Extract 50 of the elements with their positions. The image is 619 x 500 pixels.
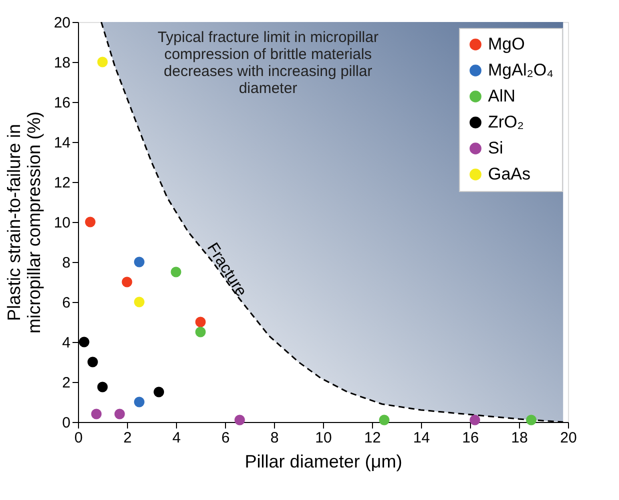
point bbox=[134, 296, 144, 308]
y-tick-label: 20 bbox=[54, 14, 70, 32]
point bbox=[122, 276, 132, 288]
legend-label: AlN bbox=[488, 86, 516, 106]
x-tick-label: 20 bbox=[560, 430, 577, 446]
point bbox=[170, 266, 182, 278]
y-tick-label: 8 bbox=[62, 254, 70, 272]
legend-label: Si bbox=[488, 138, 504, 158]
x-tick-label: 8 bbox=[270, 430, 279, 446]
point bbox=[91, 408, 102, 420]
x-tick-label: 10 bbox=[315, 430, 332, 446]
y-axis-title: Plastic strain-to-failure in micropillar compression (%) bbox=[4, 111, 44, 334]
x-axis-title: Pillar diameter (μm) bbox=[244, 452, 402, 472]
point bbox=[114, 408, 125, 420]
y-tick-label: 10 bbox=[54, 214, 70, 232]
x-tick-label: 12 bbox=[364, 430, 381, 446]
legend-label: GaAs bbox=[488, 164, 531, 184]
y-tick-label: 6 bbox=[62, 294, 70, 312]
annotation: Typical fracture limit in micropillar compression of brittle materials decreases with increasing pillar diameter bbox=[158, 29, 378, 97]
point bbox=[195, 326, 206, 338]
y-tick-label: 0 bbox=[62, 414, 70, 432]
legend-label: ZrO₂ bbox=[488, 112, 524, 132]
point bbox=[195, 316, 206, 328]
y-tick-label: 12 bbox=[54, 174, 70, 192]
legend-label: MgAl₂O₄ bbox=[488, 60, 554, 80]
legend-label: MgO bbox=[488, 34, 525, 54]
x-tick-label: 16 bbox=[462, 430, 479, 446]
y-tick-label: 4 bbox=[62, 334, 70, 352]
point bbox=[470, 414, 480, 426]
x-tick-label: 18 bbox=[511, 430, 528, 446]
point bbox=[134, 396, 144, 408]
point bbox=[87, 356, 98, 368]
point bbox=[97, 56, 108, 68]
y-tick-label: 14 bbox=[54, 134, 70, 152]
point bbox=[78, 336, 90, 348]
x-tick-label: 4 bbox=[172, 430, 181, 446]
point bbox=[234, 414, 245, 426]
x-tick-label: 2 bbox=[123, 430, 132, 446]
x-tick-label: 14 bbox=[413, 430, 430, 446]
point bbox=[134, 256, 144, 268]
point bbox=[85, 216, 96, 228]
x-tick-label: 6 bbox=[221, 430, 230, 446]
y-tick-label: 2 bbox=[62, 374, 70, 392]
y-tick-label: 16 bbox=[54, 94, 70, 112]
point bbox=[379, 414, 390, 426]
point bbox=[526, 414, 536, 426]
point bbox=[97, 382, 108, 392]
x-tick-label: 0 bbox=[74, 430, 83, 446]
point bbox=[154, 386, 164, 398]
y-tick-label: 18 bbox=[54, 54, 70, 72]
